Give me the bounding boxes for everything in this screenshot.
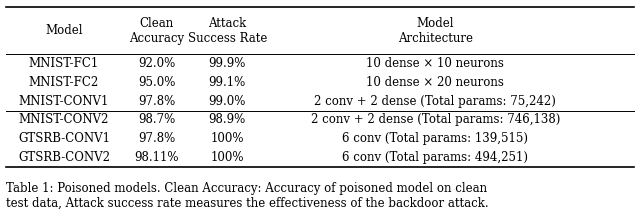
Text: 6 conv (Total params: 139,515): 6 conv (Total params: 139,515): [342, 132, 528, 145]
Text: Table 1: Poisoned models. Clean Accuracy: Accuracy of poisoned model on clean
te: Table 1: Poisoned models. Clean Accuracy…: [6, 182, 489, 210]
Text: MNIST-FC2: MNIST-FC2: [29, 76, 99, 89]
Text: 97.8%: 97.8%: [138, 95, 175, 108]
Text: 99.1%: 99.1%: [209, 76, 246, 89]
Text: 92.0%: 92.0%: [138, 57, 175, 70]
Text: 2 conv + 2 dense (Total params: 746,138): 2 conv + 2 dense (Total params: 746,138): [310, 114, 560, 126]
Text: MNIST-CONV1: MNIST-CONV1: [19, 95, 109, 108]
Text: 100%: 100%: [211, 132, 244, 145]
Text: 98.11%: 98.11%: [134, 151, 179, 164]
Text: 100%: 100%: [211, 151, 244, 164]
Text: 97.8%: 97.8%: [138, 132, 175, 145]
Text: Model
Architecture: Model Architecture: [397, 17, 473, 44]
Text: 98.7%: 98.7%: [138, 114, 175, 126]
Text: MNIST-CONV2: MNIST-CONV2: [19, 114, 109, 126]
Text: 95.0%: 95.0%: [138, 76, 175, 89]
Text: Model: Model: [45, 24, 83, 37]
Text: 10 dense × 20 neurons: 10 dense × 20 neurons: [366, 76, 504, 89]
Text: 99.0%: 99.0%: [209, 95, 246, 108]
Text: GTSRB-CONV1: GTSRB-CONV1: [18, 132, 110, 145]
Text: Clean
Accuracy: Clean Accuracy: [129, 17, 184, 44]
Text: MNIST-FC1: MNIST-FC1: [29, 57, 99, 70]
Text: 99.9%: 99.9%: [209, 57, 246, 70]
Text: 6 conv (Total params: 494,251): 6 conv (Total params: 494,251): [342, 151, 528, 164]
Text: 98.9%: 98.9%: [209, 114, 246, 126]
Text: 10 dense × 10 neurons: 10 dense × 10 neurons: [366, 57, 504, 70]
Text: GTSRB-CONV2: GTSRB-CONV2: [18, 151, 110, 164]
Text: 2 conv + 2 dense (Total params: 75,242): 2 conv + 2 dense (Total params: 75,242): [314, 95, 556, 108]
Text: Attack
Success Rate: Attack Success Rate: [188, 17, 267, 44]
